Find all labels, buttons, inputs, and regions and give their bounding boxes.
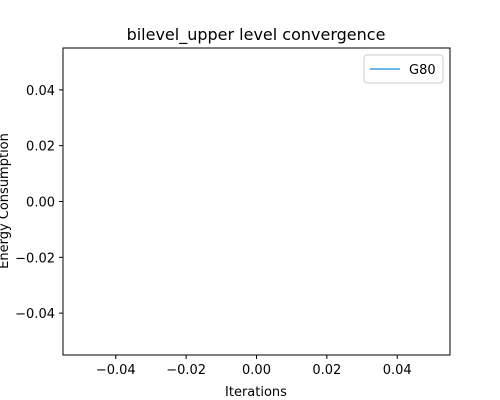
x-tick-label: −0.04	[96, 363, 136, 378]
x-tick-label: 0.00	[242, 363, 271, 378]
x-axis-label: Iterations	[225, 385, 287, 400]
y-tick-label: 0.04	[26, 84, 55, 99]
y-tick-label: 0.00	[26, 196, 55, 211]
legend-box	[363, 54, 444, 84]
legend: G80	[363, 54, 444, 84]
y-axis-ticks: 0.04 0.02 0.00 −0.02 −0.04	[15, 84, 63, 322]
x-tick-label: 0.02	[312, 363, 341, 378]
legend-label-g80: G80	[409, 63, 436, 78]
x-tick-label: 0.04	[383, 363, 412, 378]
y-tick-label: −0.04	[15, 307, 55, 322]
y-tick-label: −0.02	[15, 251, 55, 266]
x-axis-ticks: −0.04 −0.02 0.00 0.02 0.04	[96, 355, 412, 378]
chart-title: bilevel_upper level convergence	[127, 25, 386, 45]
y-axis-label: Energy Consumption	[0, 133, 12, 269]
x-tick-label: −0.02	[166, 363, 206, 378]
y-tick-label: 0.02	[26, 140, 55, 155]
